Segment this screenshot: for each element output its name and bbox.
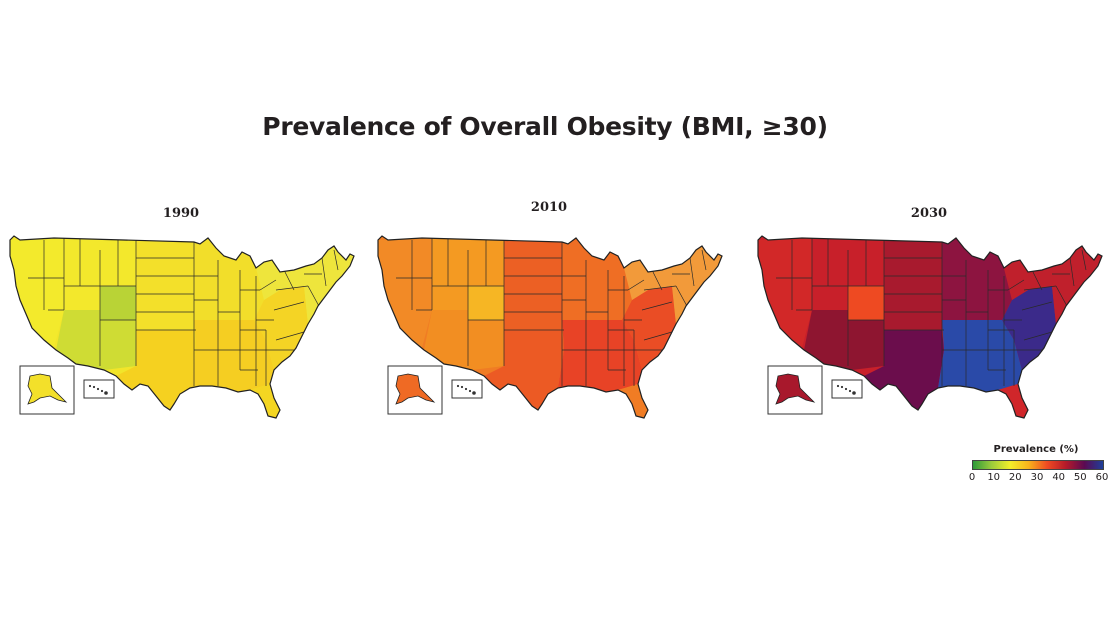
hawaii-island [472, 391, 476, 395]
region-midwest [562, 238, 632, 320]
region-plains [136, 240, 194, 330]
legend-tick: 10 [987, 472, 1001, 483]
region-southwest [424, 310, 504, 370]
region-plains [884, 240, 942, 330]
alaska-shape [27, 373, 68, 405]
region-midwest [194, 238, 264, 320]
us-outline [377, 235, 723, 419]
hawaii-island [836, 384, 840, 388]
us-map [9, 235, 355, 419]
map-year-label: 1990 [162, 206, 200, 221]
legend-color-bar [972, 460, 1104, 470]
map-panel-2010: 2010 [372, 190, 726, 430]
alaska-shape [775, 373, 816, 405]
region-northeast [256, 246, 354, 324]
us-map [377, 235, 723, 419]
region-south [190, 320, 274, 392]
region-west [378, 238, 432, 348]
region-southwest [56, 310, 136, 370]
region-plains [504, 240, 562, 330]
hawaii-island [88, 384, 92, 388]
us-map [757, 235, 1103, 419]
region-florida [618, 384, 648, 418]
hawaii-island [456, 384, 460, 388]
region-florida [250, 384, 280, 418]
region-west [10, 238, 64, 348]
hawaii-island [96, 387, 100, 391]
map-panel-1990: 1990 [4, 190, 358, 430]
region-south [938, 320, 1022, 392]
hawaii-island [100, 389, 104, 393]
legend-tick: 40 [1052, 472, 1066, 483]
region-colorado [848, 286, 884, 320]
legend-tick: 30 [1030, 472, 1044, 483]
region-southwest [804, 310, 884, 370]
legend-tick: 60 [1095, 472, 1109, 483]
prevalence-legend: Prevalence (%) 0 10 20 30 40 50 60 [966, 444, 1109, 486]
legend-tick: 20 [1008, 472, 1022, 483]
us-outline [9, 235, 355, 419]
page-title: Prevalence of Overall Obesity (BMI, ≥30) [262, 112, 828, 141]
map-panel-2030: 2030 [752, 190, 1106, 430]
hawaii-island [460, 385, 464, 389]
hawaii-island [104, 391, 108, 395]
region-florida [998, 384, 1028, 418]
region-south [558, 320, 642, 392]
legend-tick: 50 [1073, 472, 1087, 483]
us-outline [757, 235, 1103, 419]
hawaii-island [848, 389, 852, 393]
region-northeast [624, 246, 722, 324]
map-year-label: 2010 [530, 200, 568, 215]
hawaii-island [464, 387, 468, 391]
region-northeast [1004, 246, 1102, 324]
region-colorado [100, 286, 136, 320]
alaska-shape [395, 373, 436, 405]
hawaii-island [844, 387, 848, 391]
hawaii-island [92, 385, 96, 389]
region-midwest [942, 238, 1012, 320]
hawaii-island [840, 385, 844, 389]
legend-tick: 0 [968, 472, 976, 483]
hawaii-island [468, 389, 472, 393]
region-west [758, 238, 812, 348]
region-colorado [468, 286, 504, 320]
legend-title: Prevalence (%) [993, 444, 1079, 455]
map-year-label: 2030 [910, 206, 948, 221]
hawaii-island [852, 391, 856, 395]
